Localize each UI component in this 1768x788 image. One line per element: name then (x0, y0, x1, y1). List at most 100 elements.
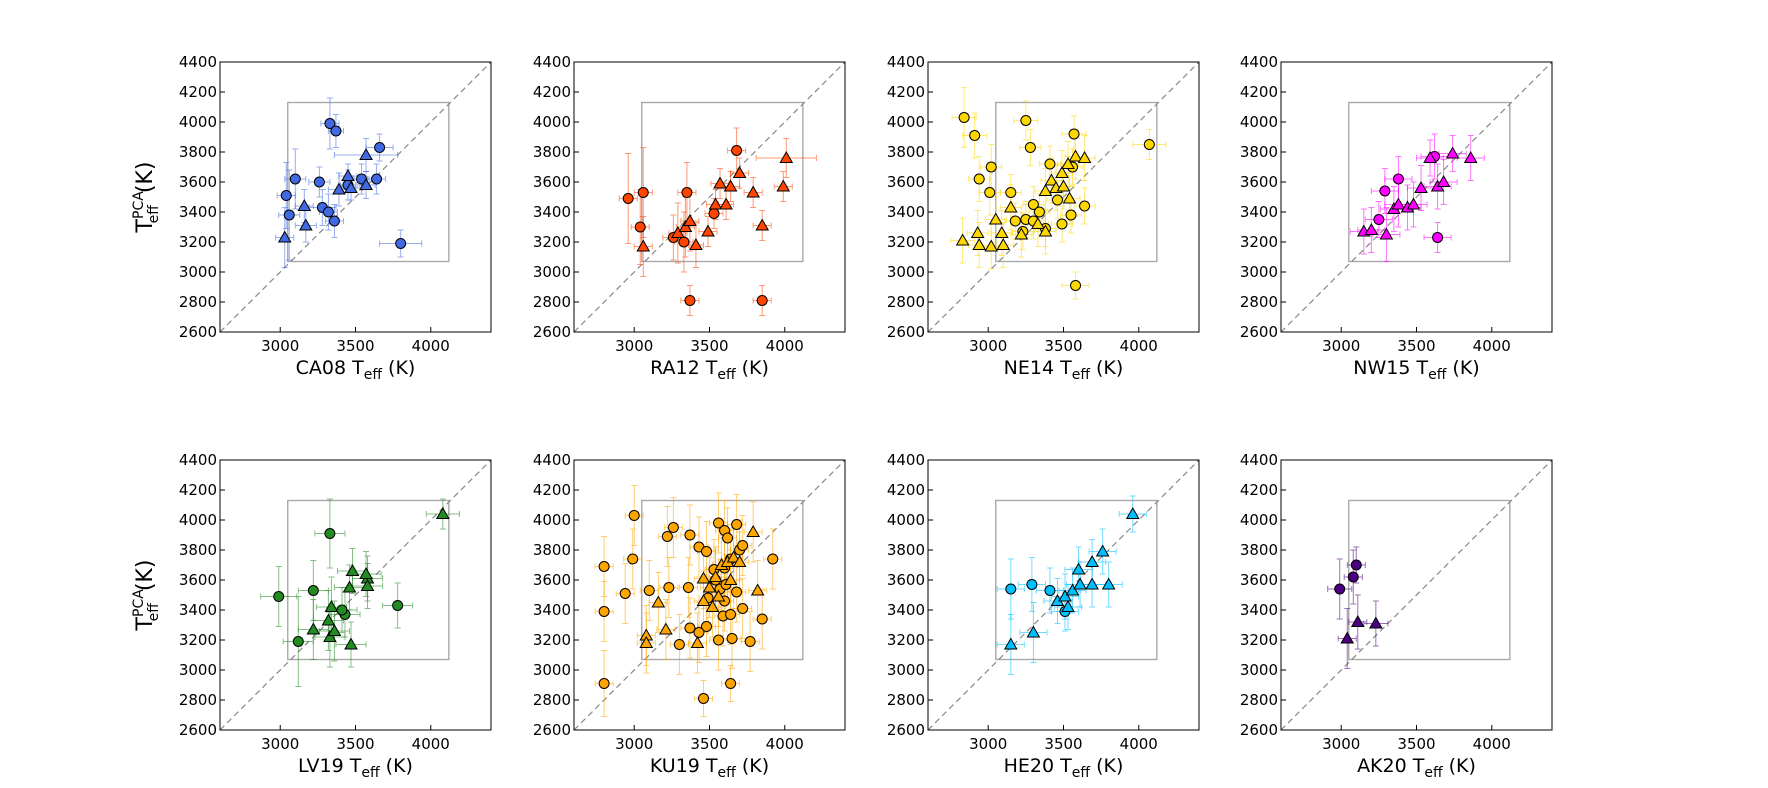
y-tick-label: 2800 (887, 293, 925, 311)
reference-box (641, 101, 804, 263)
y-tick-label: 3200 (887, 233, 925, 251)
circle-point (1334, 583, 1346, 595)
circle-point (1044, 158, 1056, 170)
y-tick-label: 2600 (533, 721, 571, 739)
y-tick-label: 4000 (179, 113, 217, 131)
circle-point (1070, 280, 1082, 291)
triangle-point (726, 550, 741, 563)
triangle-point (719, 197, 733, 210)
circle-point (1020, 115, 1032, 126)
y-tick-label: 4000 (887, 113, 925, 131)
y-axis-label: TPCAeff(K) (131, 162, 162, 234)
triangle-point (746, 185, 761, 198)
circle-point (731, 519, 743, 530)
circle-point (1347, 571, 1359, 583)
circle-point (673, 639, 685, 650)
y-tick-label: 3800 (179, 541, 217, 559)
y-tick-label: 3200 (887, 631, 925, 649)
circle-point (744, 636, 756, 647)
y-tick-label: 3000 (1240, 263, 1278, 281)
triangle-point (705, 599, 720, 612)
triangle-point (359, 147, 373, 160)
circle-point (693, 627, 705, 638)
y-tick-label: 2600 (179, 323, 217, 341)
y-tick-label: 3800 (533, 541, 571, 559)
y-tick-label: 4400 (1240, 53, 1278, 71)
triangle-point (683, 213, 697, 226)
x-tick-label: 3500 (336, 337, 374, 355)
circle-point (289, 173, 301, 185)
y-tick-label: 4200 (533, 83, 571, 101)
y-tick-label: 3800 (887, 143, 925, 161)
triangle-point (1085, 577, 1099, 590)
x-tick-label: 3500 (690, 337, 728, 355)
circle-point (324, 528, 336, 539)
circle-point (307, 585, 319, 596)
circle-point (1065, 209, 1077, 221)
circle-point (280, 190, 292, 201)
y-tick-label: 3400 (179, 601, 217, 619)
error-bar (680, 285, 700, 316)
triangle-point (1031, 216, 1045, 229)
circle-point (1024, 142, 1036, 153)
triangle-point (689, 237, 703, 250)
circle-point (1068, 128, 1080, 140)
y-tick-label: 2800 (1240, 691, 1278, 709)
y-tick-label: 2800 (179, 691, 217, 709)
circle-point (313, 176, 325, 188)
y-tick-label: 3200 (533, 631, 571, 649)
panel-ku19: 2600 2800 3000 3200 3400 3600 3800 4000 4200 4400… (533, 451, 846, 781)
y-tick-label: 4400 (887, 53, 925, 71)
x-tick-label: 4000 (412, 337, 450, 355)
y-tick-label: 4000 (533, 511, 571, 529)
y-tick-label: 4000 (1240, 511, 1278, 529)
triangle-point (1445, 146, 1460, 159)
triangle-point (1068, 149, 1083, 162)
circle-point (283, 209, 295, 221)
triangle-point (696, 571, 711, 584)
x-axis-label: HE20 Teff (K) (1004, 755, 1124, 781)
one-to-one-line (219, 61, 492, 333)
y-tick-label: 4000 (533, 113, 571, 131)
triangle-point (658, 622, 673, 635)
circle-point (395, 238, 407, 249)
triangle-point (984, 239, 999, 252)
triangle-point (708, 569, 723, 582)
y-tick-label: 2800 (1240, 293, 1278, 311)
circle-point (1350, 559, 1362, 571)
y-tick-label: 4000 (1240, 113, 1278, 131)
y-tick-label: 3400 (533, 203, 571, 221)
triangle-point (1061, 156, 1075, 169)
y-tick-label: 3800 (1240, 541, 1278, 559)
triangle-point (1055, 165, 1069, 178)
circle-point (627, 553, 639, 565)
triangle-point (755, 218, 770, 231)
triangle-point (323, 629, 337, 642)
triangle-point (1003, 637, 1018, 650)
x-tick-label: 3000 (1322, 337, 1360, 355)
triangle-point (1038, 183, 1053, 196)
triangle-point (1364, 222, 1379, 235)
triangle-point (711, 589, 726, 602)
circle-point (737, 540, 749, 551)
circle-point (667, 522, 679, 533)
x-tick-label: 3000 (969, 735, 1007, 753)
y-tick-label: 4200 (1240, 83, 1278, 101)
triangle-point (639, 635, 654, 648)
y-tick-label: 2800 (887, 691, 925, 709)
circle-point (1027, 199, 1039, 210)
circle-point (700, 546, 712, 557)
triangle-point (306, 622, 321, 635)
circle-point (684, 529, 696, 541)
triangle-point (1391, 197, 1406, 210)
panel-ca08: 2600 2800 3000 3200 3400 3600 3800 4000 4200 4400… (131, 53, 492, 383)
triangle-point (708, 197, 723, 210)
triangle-point (1423, 150, 1437, 163)
triangle-point (746, 524, 761, 537)
y-tick-label: 3800 (533, 143, 571, 161)
y-tick-label: 3600 (179, 173, 217, 191)
triangle-point (1406, 197, 1421, 210)
y-tick-label: 4200 (1240, 481, 1278, 499)
triangle-point (1038, 224, 1053, 237)
